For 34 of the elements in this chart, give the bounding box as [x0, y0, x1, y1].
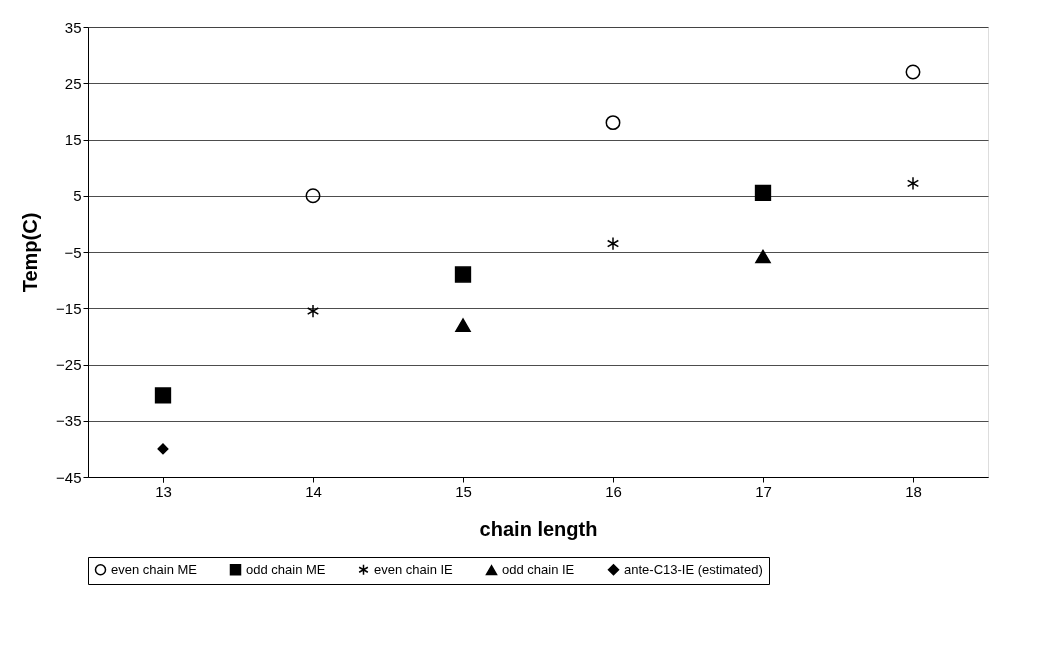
y-tick-label: 25 — [64, 74, 82, 92]
point — [606, 236, 620, 251]
x-tick-label: 14 — [305, 482, 322, 500]
legend-label: even chain ME — [111, 561, 198, 577]
x-tick-label: 15 — [455, 482, 472, 500]
point — [455, 318, 471, 332]
point — [305, 188, 321, 204]
legend-label: even chain IE — [374, 561, 454, 577]
legend-label: odd chain IE — [502, 562, 575, 578]
x-axis-title: chain length — [479, 517, 598, 540]
y-tick-label: 15 — [64, 131, 82, 148]
point — [755, 249, 771, 264]
point — [605, 115, 621, 131]
x-tick-label: 17 — [755, 482, 772, 500]
y-tick-label: −45 — [56, 468, 82, 486]
y-tick-label: −15 — [56, 299, 82, 317]
y-tick-label: 35 — [64, 18, 82, 36]
y-axis-title: Temp(C) — [19, 212, 42, 293]
x-tick-label: 18 — [905, 482, 922, 500]
point — [754, 184, 772, 202]
point — [454, 266, 472, 283]
x-tick-label: 16 — [605, 482, 622, 500]
y-tick-label: −25 — [56, 356, 82, 373]
point — [906, 176, 920, 191]
point — [306, 304, 320, 318]
legend-label: ante-C13-IE (estimated) — [624, 561, 763, 577]
legend-label: odd chain ME — [246, 561, 326, 577]
point — [154, 387, 172, 404]
x-tick-label: 13 — [155, 482, 172, 500]
y-tick-label: −35 — [56, 412, 82, 430]
y-tick-label: −5 — [64, 243, 82, 261]
y-tick-label: 5 — [73, 187, 82, 205]
point — [905, 64, 921, 80]
point — [157, 443, 169, 455]
